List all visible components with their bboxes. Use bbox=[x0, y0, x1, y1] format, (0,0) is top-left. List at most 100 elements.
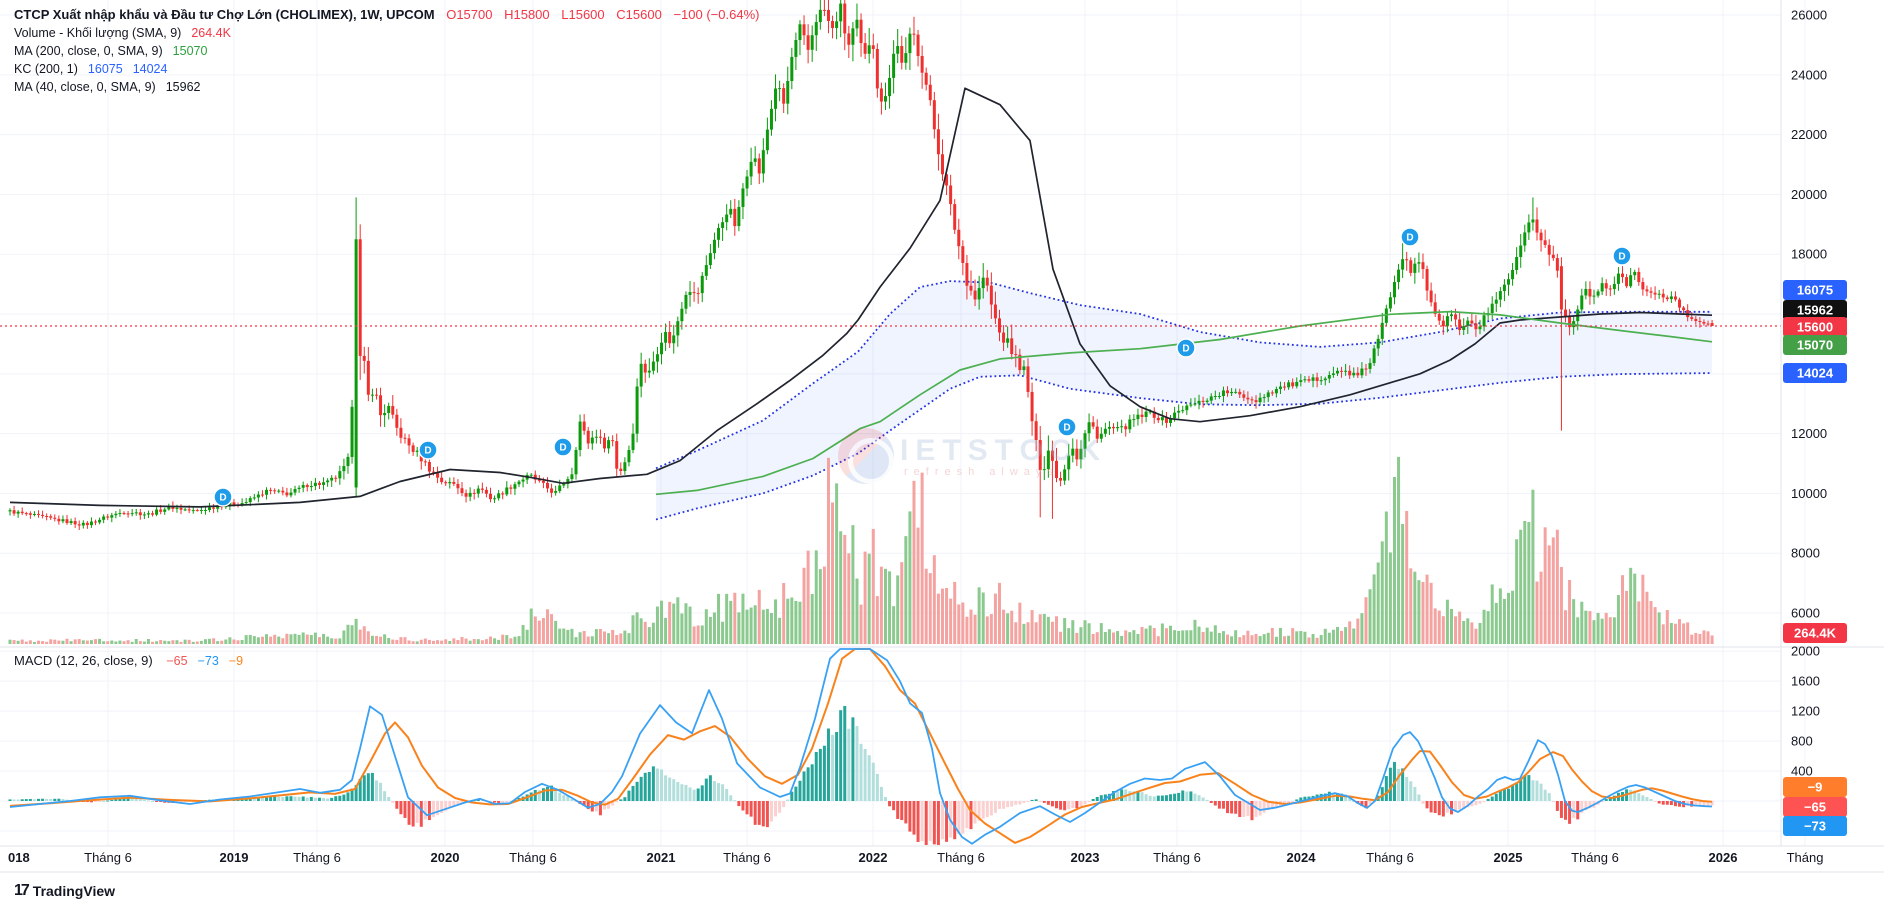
volume-bar bbox=[1156, 636, 1160, 644]
candle-body bbox=[374, 394, 378, 396]
macd-histogram-bar bbox=[1445, 801, 1449, 813]
dividend-badge-icon[interactable] bbox=[213, 487, 233, 507]
macd-histogram-bar bbox=[1633, 790, 1637, 801]
macd-value-label-bg[interactable] bbox=[1783, 816, 1847, 836]
price-axis-tick[interactable]: 24000 bbox=[1791, 67, 1827, 82]
volume-bar bbox=[607, 633, 611, 644]
macd-histogram-bar bbox=[704, 778, 708, 801]
volume-bar bbox=[1384, 511, 1388, 644]
indicator-row-1[interactable]: MA (200, close, 0, SMA, 9) 15070 bbox=[14, 42, 759, 60]
symbol-row[interactable]: CTCP Xuất nhập khẩu và Đầu tư Chợ Lớn (C… bbox=[14, 6, 759, 24]
price-value-label-bg[interactable] bbox=[1783, 335, 1847, 355]
macd-axis-tick[interactable]: 1200 bbox=[1791, 704, 1820, 719]
time-axis-label[interactable]: Tháng 6 bbox=[1366, 850, 1414, 865]
time-axis-label[interactable]: 2026 bbox=[1709, 850, 1738, 865]
macd-histogram-bar bbox=[309, 796, 313, 801]
dividend-badge-icon[interactable] bbox=[1400, 227, 1420, 247]
macd-value-label-bg[interactable] bbox=[1783, 797, 1847, 817]
price-axis-tick[interactable]: 6000 bbox=[1791, 606, 1820, 621]
volume-bar bbox=[615, 635, 619, 644]
price-value-label-bg[interactable] bbox=[1783, 300, 1847, 320]
price-axis-tick[interactable]: 18000 bbox=[1791, 247, 1827, 262]
candle-body bbox=[1543, 240, 1547, 245]
indicator-row-3[interactable]: MA (40, close, 0, SMA, 9) 15962 bbox=[14, 78, 759, 96]
time-axis-label[interactable]: Tháng 6 bbox=[723, 850, 771, 865]
candle-body bbox=[1555, 258, 1559, 271]
macd-axis-tick[interactable]: 2000 bbox=[1791, 644, 1820, 659]
time-axis-label[interactable]: 2020 bbox=[431, 850, 460, 865]
time-axis-label[interactable]: Tháng 6 bbox=[1571, 850, 1619, 865]
macd-histogram-bar bbox=[550, 785, 554, 801]
candle-body bbox=[134, 512, 138, 514]
candle-body bbox=[1274, 389, 1278, 394]
time-axis-label[interactable]: Tháng 6 bbox=[1153, 850, 1201, 865]
macd-histogram-bar bbox=[965, 801, 969, 829]
macd-histogram-bar bbox=[1107, 793, 1111, 801]
volume-bar bbox=[187, 639, 191, 644]
volume-bar bbox=[969, 609, 973, 644]
tradingview-branding[interactable]: 17 TradingView bbox=[14, 882, 115, 900]
candle-body bbox=[57, 518, 61, 522]
dividend-badge-icon[interactable] bbox=[553, 437, 573, 457]
time-axis-label[interactable]: 2022 bbox=[859, 850, 888, 865]
candle-body bbox=[1482, 315, 1486, 327]
price-value-label-bg[interactable] bbox=[1783, 363, 1847, 383]
volume-bar bbox=[712, 612, 716, 644]
time-axis-label[interactable]: 2025 bbox=[1494, 850, 1523, 865]
time-axis-label[interactable]: 2024 bbox=[1287, 850, 1317, 865]
price-axis-tick[interactable]: 12000 bbox=[1791, 426, 1827, 441]
volume-bar bbox=[350, 625, 354, 644]
time-axis-label[interactable]: 018 bbox=[8, 850, 30, 865]
macd-axis-tick[interactable]: 400 bbox=[1791, 764, 1813, 779]
dividend-badge-icon[interactable] bbox=[1612, 246, 1632, 266]
candle-body bbox=[822, 9, 826, 11]
candle-body bbox=[1348, 370, 1352, 376]
indicator-row-0[interactable]: Volume - Khối lượng (SMA, 9) 264.4K bbox=[14, 24, 759, 42]
macd-histogram-bar bbox=[45, 798, 49, 801]
candle-body bbox=[586, 430, 590, 444]
candle-body bbox=[383, 413, 387, 416]
candle-body bbox=[655, 354, 659, 362]
macd-histogram-bar bbox=[1221, 801, 1225, 809]
macd-axis-tick[interactable]: 800 bbox=[1791, 734, 1813, 749]
macd-value-label-bg[interactable] bbox=[1783, 777, 1847, 797]
candle-body bbox=[1706, 323, 1710, 325]
candle-body bbox=[1042, 469, 1046, 471]
time-axis-label[interactable]: 2023 bbox=[1071, 850, 1100, 865]
volume-bar bbox=[1258, 636, 1262, 644]
macd-legend[interactable]: MACD (12, 26, close, 9) −65 −73 −9 bbox=[14, 652, 243, 670]
time-axis-label[interactable]: Tháng 6 bbox=[509, 850, 557, 865]
candle-body bbox=[1551, 254, 1555, 259]
price-value-label-bg[interactable] bbox=[1783, 280, 1847, 300]
price-axis-tick[interactable]: 10000 bbox=[1791, 486, 1827, 501]
macd-histogram-bar bbox=[142, 800, 146, 802]
volume-bar bbox=[859, 604, 863, 644]
candle-body bbox=[1462, 326, 1466, 330]
price-axis-tick[interactable]: 22000 bbox=[1791, 127, 1827, 142]
dividend-badge-icon[interactable] bbox=[1176, 338, 1196, 358]
candle-body bbox=[806, 35, 810, 50]
time-axis-label[interactable]: Tháng 6 bbox=[937, 850, 985, 865]
macd-histogram-bar bbox=[655, 768, 659, 801]
volume-value-label-bg[interactable] bbox=[1783, 623, 1847, 643]
price-axis-tick[interactable]: 20000 bbox=[1791, 187, 1827, 202]
time-axis-label[interactable]: Tháng 6 bbox=[293, 850, 341, 865]
macd-histogram-bar bbox=[1319, 793, 1323, 801]
dividend-badge-icon[interactable] bbox=[418, 440, 438, 460]
time-axis-label[interactable]: Tháng bbox=[1787, 850, 1824, 865]
price-axis-tick[interactable]: 8000 bbox=[1791, 546, 1820, 561]
indicator-row-2[interactable]: KC (200, 1) 16075 14024 bbox=[14, 60, 759, 78]
macd-axis-tick[interactable]: 1600 bbox=[1791, 674, 1820, 689]
candle-body bbox=[741, 188, 745, 207]
price-value-label-bg[interactable] bbox=[1783, 317, 1847, 337]
time-axis-label[interactable]: Tháng 6 bbox=[84, 850, 132, 865]
dividend-badge-icon[interactable] bbox=[1057, 417, 1077, 437]
candle-body bbox=[1246, 397, 1250, 400]
volume-bar bbox=[94, 639, 98, 644]
price-axis-tick[interactable]: 26000 bbox=[1791, 8, 1827, 23]
time-axis-label[interactable]: 2019 bbox=[220, 850, 249, 865]
candle-body bbox=[1637, 271, 1641, 283]
time-axis-label[interactable]: 2021 bbox=[647, 850, 676, 865]
candle-body bbox=[1661, 293, 1665, 298]
